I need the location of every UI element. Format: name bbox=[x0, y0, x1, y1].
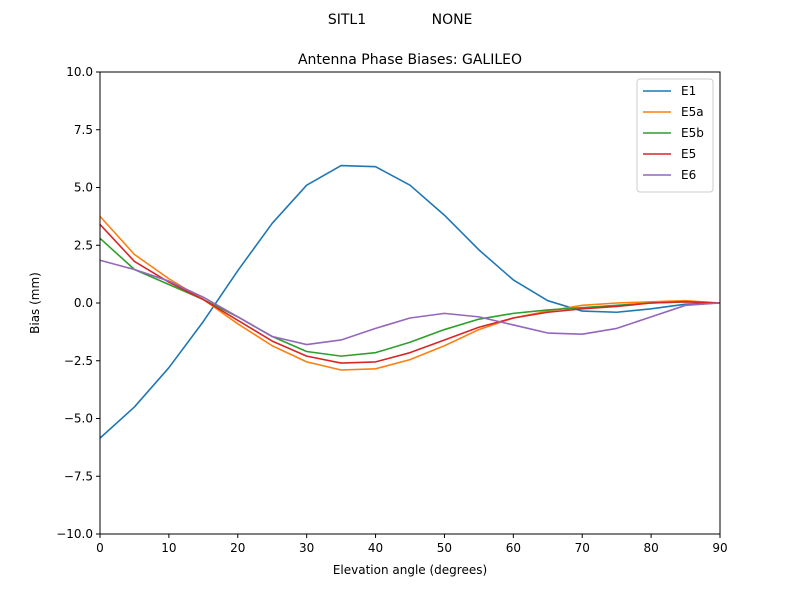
x-tick-label: 40 bbox=[368, 541, 383, 555]
y-tick-label: 2.5 bbox=[74, 238, 93, 252]
legend-label: E5b bbox=[681, 126, 704, 140]
series-layer bbox=[99, 164, 721, 439]
y-axis-label: Bias (mm) bbox=[28, 272, 42, 334]
legend: E1 E5a E5b E5 E6 bbox=[636, 78, 714, 193]
series-line-e6 bbox=[99, 259, 721, 346]
series-line-e5b bbox=[99, 237, 721, 357]
x-tick-label: 90 bbox=[712, 541, 727, 555]
x-tick-label: 80 bbox=[643, 541, 658, 555]
y-tick-label: 7.5 bbox=[74, 123, 93, 137]
legend-label: E1 bbox=[681, 84, 696, 98]
chart-title: Antenna Phase Biases: GALILEO bbox=[298, 52, 522, 68]
x-tick-label: 50 bbox=[437, 541, 452, 555]
y-tick-label: 10.0 bbox=[66, 65, 93, 79]
suptitle-right: NONE bbox=[432, 12, 473, 28]
legend-label: E6 bbox=[681, 168, 696, 182]
x-tick-label: 0 bbox=[96, 541, 104, 555]
y-tick-label: −2.5 bbox=[64, 354, 93, 368]
series-line-e1 bbox=[99, 164, 721, 439]
legend-box bbox=[636, 78, 714, 193]
suptitle-left: SITL1 bbox=[328, 12, 366, 28]
tick-layer: 0 10 20 30 40 50 60 70 80 90 −10.0 −7.5 −5.0 −2.5 0.0 2… bbox=[56, 65, 727, 555]
x-tick-label: 30 bbox=[299, 541, 314, 555]
legend-label: E5 bbox=[681, 147, 696, 161]
x-tick-label: 70 bbox=[575, 541, 590, 555]
legend-label: E5a bbox=[681, 105, 704, 119]
y-tick-label: −10.0 bbox=[56, 527, 93, 541]
y-tick-label: −5.0 bbox=[64, 412, 93, 426]
x-axis-label: Elevation angle (degrees) bbox=[333, 563, 487, 577]
x-tick-label: 60 bbox=[506, 541, 521, 555]
y-tick-label: 0.0 bbox=[74, 296, 93, 310]
x-tick-label: 20 bbox=[230, 541, 245, 555]
y-tick-label: −7.5 bbox=[64, 469, 93, 483]
y-tick-label: 5.0 bbox=[74, 181, 93, 195]
series-line-e5 bbox=[99, 223, 721, 364]
x-tick-label: 10 bbox=[161, 541, 176, 555]
